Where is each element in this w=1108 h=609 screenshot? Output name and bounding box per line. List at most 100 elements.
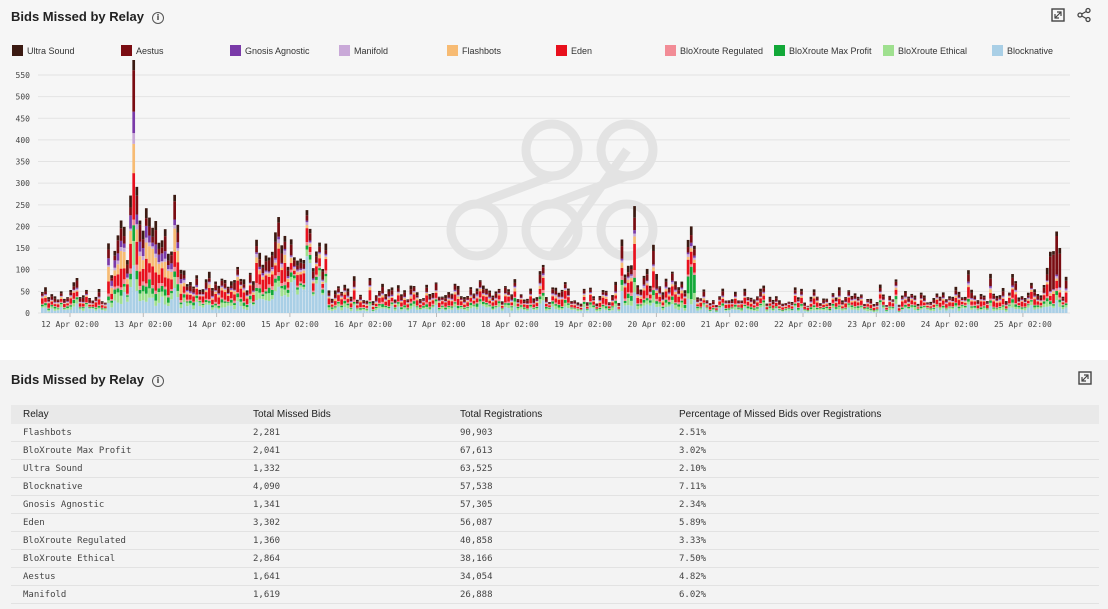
bar-segment bbox=[686, 252, 690, 255]
bar-segment bbox=[189, 292, 192, 294]
table-row[interactable]: Eden 3,302 56,087 5.89% bbox=[11, 513, 1099, 532]
bar-segment bbox=[264, 255, 268, 262]
legend-item-bloxroute-ethical[interactable]: BloXroute Ethical bbox=[883, 44, 967, 58]
bar-segment bbox=[356, 299, 359, 302]
expand-icon[interactable] bbox=[1077, 370, 1093, 386]
bar-segment bbox=[475, 306, 479, 310]
bar-segment bbox=[78, 309, 82, 313]
column-header-total-missed-bids[interactable]: Total Missed Bids bbox=[241, 405, 448, 424]
bar-segment bbox=[910, 307, 914, 313]
bar-segment bbox=[951, 298, 955, 302]
table-row[interactable]: Ultra Sound 1,332 63,525 2.10% bbox=[11, 459, 1099, 478]
bar-segment bbox=[951, 296, 955, 299]
cell-relay: Flashbots bbox=[11, 424, 241, 442]
bar-segment bbox=[1055, 294, 1058, 301]
bar-segment bbox=[44, 301, 47, 304]
bar-segment bbox=[482, 301, 485, 304]
bar-segment bbox=[129, 243, 132, 269]
bar-segment bbox=[526, 300, 529, 304]
table-row[interactable]: Gnosis Agnostic 1,341 57,305 2.34% bbox=[11, 495, 1099, 514]
column-header-relay[interactable]: Relay bbox=[11, 405, 241, 424]
bar-segment bbox=[289, 272, 293, 277]
info-icon[interactable]: i bbox=[151, 12, 164, 24]
bar-segment bbox=[768, 307, 772, 310]
bar-segment bbox=[765, 303, 769, 305]
legend-item-ultra-sound[interactable]: Ultra Sound bbox=[12, 44, 75, 58]
bar-segment bbox=[693, 262, 696, 273]
bar-segment bbox=[160, 285, 164, 292]
bar-segment bbox=[774, 302, 778, 303]
bar-segment bbox=[444, 309, 447, 311]
bar-segment bbox=[406, 302, 410, 304]
bar-segment bbox=[220, 297, 224, 300]
column-header-total-registrations[interactable]: Total Registrations bbox=[448, 405, 667, 424]
bar-segment bbox=[513, 279, 517, 283]
bar-segment bbox=[900, 309, 904, 310]
bar-segment bbox=[724, 304, 728, 309]
legend-item-bloxroute-max-profit[interactable]: BloXroute Max Profit bbox=[774, 44, 872, 58]
legend-item-aestus[interactable]: Aestus bbox=[121, 44, 164, 58]
bar-segment bbox=[945, 302, 948, 304]
cell-percentage: 3.02% bbox=[667, 441, 1099, 460]
bar-segment bbox=[655, 288, 658, 290]
bar-segment bbox=[995, 298, 999, 301]
legend-item-gnosis-agnostic[interactable]: Gnosis Agnostic bbox=[230, 44, 310, 58]
legend-swatch bbox=[447, 45, 458, 56]
bar-segment bbox=[434, 283, 438, 291]
bar-segment bbox=[671, 280, 674, 283]
bar-segment bbox=[85, 293, 88, 295]
bar-segment bbox=[53, 304, 57, 306]
bar-segment bbox=[56, 302, 60, 304]
bar-segment bbox=[1033, 296, 1036, 298]
table-row[interactable]: BloXroute Regulated 1,360 40,858 3.33% bbox=[11, 531, 1099, 550]
bar-segment bbox=[434, 299, 438, 302]
bar-segment bbox=[422, 306, 425, 308]
bar-segment bbox=[800, 294, 803, 296]
legend-item-bloxroute-regulated[interactable]: BloXroute Regulated bbox=[665, 44, 763, 58]
info-icon[interactable]: i bbox=[151, 375, 164, 387]
legend-item-eden[interactable]: Eden bbox=[556, 44, 592, 58]
bar-segment bbox=[69, 303, 73, 306]
share-icon[interactable] bbox=[1076, 7, 1092, 23]
table-row[interactable]: Manifold 1,619 26,888 6.02% bbox=[11, 585, 1099, 604]
bar-segment bbox=[352, 288, 356, 291]
bar-segment bbox=[59, 291, 63, 294]
bar-segment bbox=[648, 294, 652, 299]
bar-segment bbox=[154, 272, 158, 291]
legend-item-manifold[interactable]: Manifold bbox=[339, 44, 388, 58]
table-header-row: Relay Total Missed Bids Total Registrati… bbox=[11, 405, 1099, 424]
bar-segment bbox=[217, 297, 221, 304]
expand-icon[interactable] bbox=[1050, 7, 1066, 23]
bar-segment bbox=[1052, 289, 1055, 290]
table-row[interactable]: Aestus 1,641 34,054 4.82% bbox=[11, 567, 1099, 586]
bar-segment bbox=[122, 268, 126, 280]
bar-segment bbox=[371, 306, 375, 310]
bar-segment bbox=[935, 295, 939, 298]
table-row[interactable]: Flashbots 2,281 90,903 2.51% bbox=[11, 424, 1099, 442]
bar-segment bbox=[148, 288, 151, 298]
table-row[interactable]: Blocknative 4,090 57,538 7.11% bbox=[11, 477, 1099, 496]
cell-relay: Gnosis Agnostic bbox=[11, 495, 241, 514]
bar-segment bbox=[311, 283, 315, 291]
legend-item-flashbots[interactable]: Flashbots bbox=[447, 44, 501, 58]
bar-segment bbox=[671, 296, 674, 300]
bar-segment bbox=[78, 297, 82, 299]
bar-segment bbox=[119, 240, 123, 248]
table-row[interactable]: BloXroute Max Profit 2,041 67,613 3.02% bbox=[11, 441, 1099, 460]
legend-item-blocknative[interactable]: Blocknative bbox=[992, 44, 1053, 58]
bar-segment bbox=[393, 299, 397, 301]
bar-segment bbox=[869, 309, 873, 312]
bar-segment bbox=[324, 243, 328, 251]
bar-segment bbox=[478, 288, 482, 289]
bar-segment bbox=[626, 276, 630, 278]
column-header-percentage[interactable]: Percentage of Missed Bids over Registrat… bbox=[667, 405, 1099, 424]
bar-segment bbox=[730, 309, 734, 313]
panel-gap bbox=[0, 340, 1108, 360]
bar-segment bbox=[774, 306, 778, 308]
bar-segment bbox=[293, 275, 296, 279]
bar-segment bbox=[812, 292, 816, 296]
table-row[interactable]: BloXroute Ethical 2,864 38,166 7.50% bbox=[11, 549, 1099, 568]
bar-segment bbox=[582, 301, 586, 304]
bar-segment bbox=[233, 309, 236, 313]
bar-segment bbox=[989, 273, 992, 279]
